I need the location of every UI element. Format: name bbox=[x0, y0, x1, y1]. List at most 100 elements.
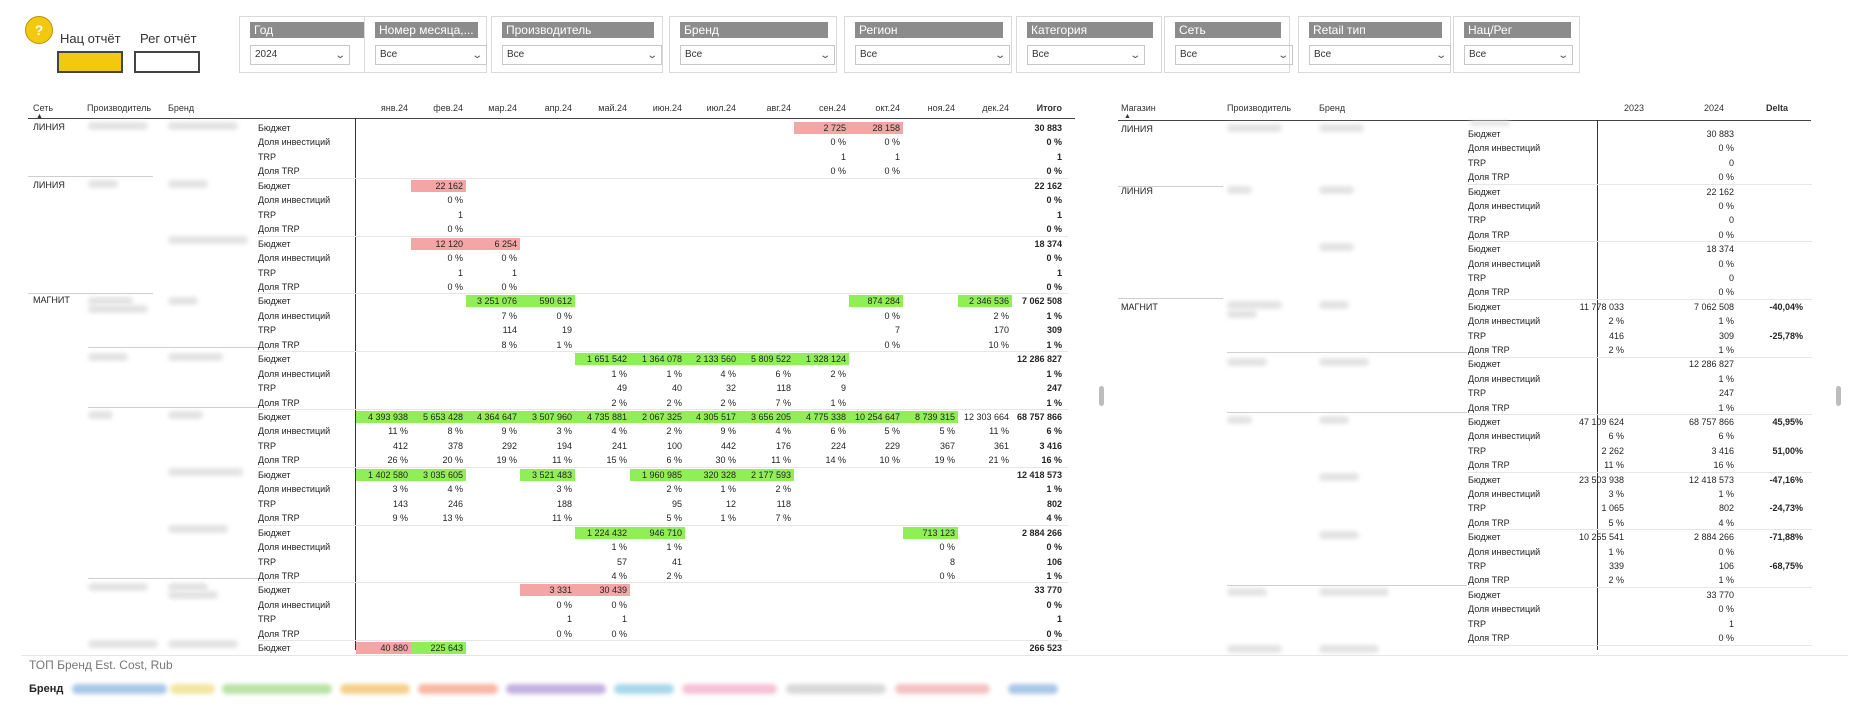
table-row[interactable]: Доля инвестиций 0 % bbox=[1468, 200, 1812, 212]
col-header-month[interactable]: июн.24 bbox=[652, 103, 682, 113]
col-header-month[interactable]: Итого bbox=[1036, 103, 1062, 113]
table-row[interactable]: Доля TRP 9 % 13 % 11 % 5 % 1 % 7 % 4 % bbox=[258, 512, 1070, 524]
col-header-year[interactable]: 2024 bbox=[1703, 103, 1724, 113]
col-header-month[interactable]: дек.24 bbox=[982, 103, 1009, 113]
col-header-month[interactable]: ноя.24 bbox=[927, 103, 955, 113]
help-icon[interactable]: ? bbox=[25, 16, 53, 44]
table-row[interactable]: Доля TRP 2 % 1 % bbox=[1468, 344, 1812, 356]
table-row[interactable]: Доля TRP 4 % 2 % 0 % 1 % bbox=[258, 570, 1070, 582]
table-row[interactable]: Доля TRP 0 % bbox=[1468, 286, 1812, 298]
col-header-store[interactable]: Магазин bbox=[1121, 103, 1156, 113]
brand-legend-item[interactable] bbox=[506, 684, 606, 694]
table-row[interactable]: Доля инвестиций 0 % bbox=[1468, 142, 1812, 154]
table-row[interactable]: Доля TRP 8 % 1 % 0 % 10 % 1 % bbox=[258, 339, 1070, 351]
table-row[interactable]: Бюджет 11 778 033 7 062 508 -40,04% bbox=[1468, 301, 1812, 313]
table-row[interactable]: TRP 339 106 -68,75% bbox=[1468, 560, 1812, 572]
slicer-dropdown[interactable]: 2024 ⌄ bbox=[250, 45, 350, 65]
slicer-dropdown[interactable]: Все ⌄ bbox=[680, 45, 835, 65]
table-row[interactable]: Бюджет 1 651 542 1 364 078 2 133 560 5 809 5… bbox=[258, 353, 1070, 366]
table-row[interactable]: Доля TRP 0 % 0 % bbox=[258, 223, 1070, 235]
table-row[interactable]: Доля инвестиций 6 % 6 % bbox=[1468, 430, 1812, 442]
table-row[interactable]: Доля TRP 0 % bbox=[1468, 632, 1812, 644]
table-row[interactable]: Доля TRP 11 % 16 % bbox=[1468, 459, 1812, 471]
table-row[interactable]: TRP 143 246 188 95 12 118 802 bbox=[258, 498, 1070, 510]
table-row[interactable]: Доля инвестиций 3 % 4 % 3 % 2 % 1 % 2 % 1 % bbox=[258, 483, 1070, 495]
brand-legend-item[interactable] bbox=[222, 684, 332, 694]
table-row[interactable]: TRP 1 1 1 bbox=[258, 267, 1070, 279]
table-row[interactable]: Бюджет 30 883 bbox=[1468, 128, 1812, 140]
col-header-year[interactable]: Delta bbox=[1765, 103, 1788, 113]
left-scrollbar[interactable] bbox=[1099, 386, 1104, 406]
table-row[interactable]: Бюджет 47 109 624 68 757 866 45,95% bbox=[1468, 416, 1812, 428]
col-header-month[interactable]: авг.24 bbox=[766, 103, 791, 113]
table-row[interactable]: Доля TRP 0 % bbox=[1468, 229, 1812, 241]
table-row[interactable]: Бюджет 3 251 076 590 612 874 284 2 346 536 7 … bbox=[258, 295, 1070, 308]
table-row[interactable]: Доля инвестиций 0 % 0 % 0 % bbox=[258, 136, 1070, 148]
table-row[interactable]: Бюджет 22 162 22 162 bbox=[258, 179, 1070, 192]
slicer-dropdown[interactable]: Все ⌄ bbox=[375, 45, 487, 65]
brand-legend-item[interactable] bbox=[1008, 684, 1058, 694]
brand-legend-item[interactable] bbox=[786, 684, 886, 694]
table-row[interactable]: TRP 416 309 -25,78% bbox=[1468, 330, 1812, 342]
table-row[interactable]: Доля инвестиций 3 % 1 % bbox=[1468, 488, 1812, 500]
table-row[interactable]: Бюджет 40 880 225 643 266 523 bbox=[258, 642, 1070, 655]
table-row[interactable]: Доля TRP 26 % 20 % 19 % 11 % 15 % 6 % 30 % 11 % 1… bbox=[258, 454, 1070, 466]
table-row[interactable]: Бюджет 3 331 30 439 33 770 bbox=[258, 584, 1070, 597]
table-row[interactable]: TRP 0 bbox=[1468, 157, 1812, 169]
table-row[interactable]: Доля инвестиций 0 % bbox=[1468, 603, 1812, 615]
table-row[interactable]: TRP 1 1 1 bbox=[258, 151, 1070, 163]
table-row[interactable]: Доля инвестиций 1 % 1 % 0 % 0 % bbox=[258, 541, 1070, 553]
table-row[interactable]: TRP 49 40 32 118 9 247 bbox=[258, 382, 1070, 394]
col-header-manufacturer-right[interactable]: Производитель bbox=[1227, 103, 1292, 113]
table-row[interactable]: TRP 1 1 bbox=[258, 209, 1070, 221]
table-row[interactable]: Бюджет 10 255 541 2 884 266 -71,88% bbox=[1468, 531, 1812, 543]
slicer-dropdown[interactable]: Все ⌄ bbox=[1464, 45, 1573, 65]
col-header-year[interactable]: 2023 bbox=[1623, 103, 1644, 113]
col-header-month[interactable]: сен.24 bbox=[819, 103, 846, 113]
col-header-month[interactable]: май.24 bbox=[598, 103, 627, 113]
col-header-chain[interactable]: Сеть bbox=[33, 103, 54, 113]
right-scrollbar[interactable] bbox=[1836, 386, 1841, 406]
brand-legend-item[interactable] bbox=[72, 684, 167, 694]
table-row[interactable]: TRP 412 378 292 194 241 100 442 176 224 229 367 361 3… bbox=[258, 440, 1070, 452]
table-row[interactable]: Доля инвестиций 0 % 0 % 0 % bbox=[258, 599, 1070, 611]
table-row[interactable]: Бюджет 2 725 28 158 30 883 bbox=[258, 122, 1070, 134]
table-row[interactable]: Бюджет 12 286 827 bbox=[1468, 358, 1812, 370]
slicer-dropdown[interactable]: Все ⌄ bbox=[1309, 45, 1451, 65]
col-header-manufacturer[interactable]: Производитель bbox=[87, 103, 152, 113]
col-header-month[interactable]: янв.24 bbox=[380, 103, 408, 113]
col-header-brand[interactable]: Бренд bbox=[168, 103, 195, 113]
table-row[interactable]: Бюджет 4 393 938 5 653 428 4 364 647 3 507 9… bbox=[258, 411, 1070, 423]
col-header-month[interactable]: мар.24 bbox=[488, 103, 517, 113]
table-row[interactable]: Доля инвестиций 0 % 0 % 0 % bbox=[258, 252, 1070, 264]
chain-label[interactable]: МАГНИТ bbox=[1121, 302, 1158, 312]
table-row[interactable]: Бюджет 18 374 bbox=[1468, 243, 1812, 255]
slicer-dropdown[interactable]: Все ⌄ bbox=[855, 45, 1010, 65]
reg-report-button[interactable] bbox=[134, 51, 200, 73]
col-header-month[interactable]: июл.24 bbox=[706, 103, 736, 113]
nat-report-button[interactable] bbox=[57, 51, 123, 73]
table-row[interactable]: Доля инвестиций 0 % bbox=[1468, 258, 1812, 270]
table-row[interactable]: Доля инвестиций 2 % 1 % bbox=[1468, 315, 1812, 327]
col-header-month[interactable]: окт.24 bbox=[875, 103, 900, 113]
table-row[interactable]: TRP 1 065 802 -24,73% bbox=[1468, 502, 1812, 514]
table-row[interactable]: TRP 114 19 7 170 309 bbox=[258, 324, 1070, 336]
table-row[interactable]: Бюджет 33 770 bbox=[1468, 589, 1812, 601]
table-row[interactable]: Доля инвестиций 1 % 1 % 4 % 6 % 2 % 1 % bbox=[258, 368, 1070, 380]
table-row[interactable]: TRP 2 262 3 416 51,00% bbox=[1468, 445, 1812, 457]
table-row[interactable]: Доля TRP 1 % bbox=[1468, 402, 1812, 414]
table-row[interactable]: Доля инвестиций 11 % 8 % 9 % 3 % 4 % 2 % 9 % 4 %… bbox=[258, 425, 1070, 437]
table-row[interactable]: Бюджет 1 224 432 946 710 713 123 2 884 266 bbox=[258, 526, 1070, 539]
brand-legend-item[interactable] bbox=[340, 684, 410, 694]
brand-legend-item[interactable] bbox=[682, 684, 777, 694]
table-row[interactable]: Бюджет 1 402 580 3 035 605 3 521 483 1 960 9… bbox=[258, 468, 1070, 481]
slicer-dropdown[interactable]: Все ⌄ bbox=[1027, 45, 1145, 65]
table-row[interactable]: Доля инвестиций 7 % 0 % 0 % 2 % 1 % bbox=[258, 310, 1070, 322]
chain-label[interactable]: ЛИНИЯ bbox=[1121, 124, 1153, 134]
table-row[interactable]: Доля инвестиций 1 % bbox=[1468, 373, 1812, 385]
chain-label[interactable]: МАГНИТ bbox=[33, 295, 70, 305]
table-row[interactable]: Доля TRP 0 % 0 % 0 % bbox=[258, 165, 1070, 177]
table-row[interactable]: Доля TRP 0 % 0 % 0 % bbox=[258, 628, 1070, 640]
chain-label[interactable]: ЛИНИЯ bbox=[33, 180, 65, 190]
table-row[interactable]: Доля инвестиций 0 % 0 % bbox=[258, 194, 1070, 206]
